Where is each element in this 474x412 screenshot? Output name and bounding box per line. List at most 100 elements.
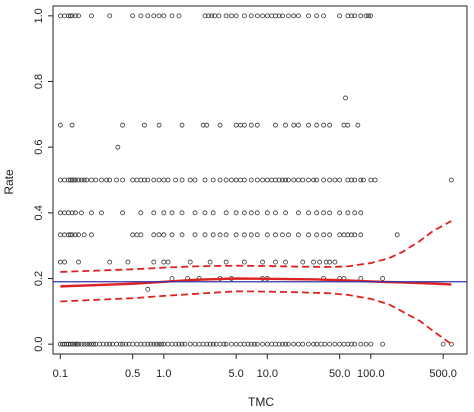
data-point [291, 341, 297, 347]
data-point [311, 177, 316, 183]
data-point [99, 210, 104, 216]
data-point [104, 177, 109, 183]
data-point [291, 177, 297, 183]
data-point [165, 259, 171, 265]
y-tick-label: 0.4 [33, 205, 45, 220]
data-point [71, 341, 77, 347]
data-point [151, 177, 157, 183]
data-point [62, 210, 67, 216]
data-point [187, 177, 193, 183]
data-point [57, 122, 63, 128]
data-point [57, 232, 63, 238]
data-point [71, 177, 77, 183]
data-point [254, 210, 260, 216]
data-point [76, 341, 81, 347]
data-point [202, 232, 208, 238]
data-point [192, 341, 198, 347]
data-point [368, 341, 374, 347]
data-point [196, 341, 202, 347]
data-point [79, 177, 84, 183]
data-point [269, 341, 274, 347]
data-point [233, 177, 239, 183]
data-point [361, 177, 366, 183]
data-point [176, 341, 182, 347]
data-point [291, 122, 297, 128]
data-point [57, 210, 63, 216]
data-point [134, 177, 140, 183]
y-tick-label: 0.6 [33, 140, 45, 155]
data-point [280, 177, 285, 183]
data-point [321, 122, 327, 128]
data-point [81, 232, 87, 238]
data-point [69, 177, 75, 183]
data-point [161, 232, 167, 238]
data-point [327, 210, 333, 216]
data-point [213, 341, 219, 347]
data-point [260, 177, 265, 183]
data-point [120, 210, 126, 216]
x-tick-label: 5.0 [229, 368, 244, 380]
data-point [368, 13, 374, 19]
data-point [120, 341, 126, 347]
data-point [192, 232, 198, 238]
data-point [264, 177, 270, 183]
fit-lines [53, 220, 467, 345]
data-point [352, 210, 358, 216]
data-point [67, 177, 73, 183]
data-point [241, 177, 247, 183]
data-point [345, 210, 351, 216]
data-point [161, 210, 167, 216]
data-point [238, 122, 243, 128]
data-point [179, 232, 185, 238]
data-point [296, 177, 301, 183]
data-point [368, 177, 374, 183]
data-point [314, 13, 320, 19]
data-point [62, 232, 67, 238]
data-point [273, 122, 278, 128]
data-point [327, 122, 333, 128]
data-point [241, 232, 247, 238]
data-point [76, 259, 81, 265]
data-point [245, 341, 251, 347]
data-point [223, 259, 229, 265]
data-point [207, 259, 213, 265]
data-point [156, 177, 162, 183]
data-point [254, 13, 260, 19]
data-point [264, 210, 270, 216]
data-point [74, 341, 80, 347]
data-point [280, 341, 285, 347]
data-point [202, 13, 208, 19]
data-point [179, 122, 185, 128]
data-point [300, 259, 306, 265]
data-point [352, 177, 358, 183]
data-point [66, 13, 71, 19]
data-point [62, 177, 67, 183]
data-point [254, 341, 260, 347]
data-point [372, 177, 378, 183]
data-point [210, 341, 216, 347]
confidence-band-line [60, 290, 452, 345]
data-point [380, 276, 386, 281]
data-point [254, 122, 260, 128]
plot-frame [52, 5, 468, 355]
data-point [337, 13, 343, 19]
data-point [151, 341, 157, 347]
x-axis: 0.1 0.5 1.0 5.0 10.0 50.0 100.0 500.0 [53, 354, 457, 380]
data-point [210, 177, 216, 183]
data-point [89, 177, 94, 183]
data-point [156, 122, 162, 128]
data-point [448, 177, 454, 183]
data-point [248, 177, 254, 183]
data-point [327, 232, 333, 238]
x-tick-label: 50.0 [329, 368, 350, 380]
data-point [306, 122, 311, 128]
data-point [327, 341, 333, 347]
data-point [327, 177, 333, 183]
data-point [165, 177, 171, 183]
data-point [352, 13, 358, 19]
data-point [76, 13, 81, 19]
data-point [349, 232, 354, 238]
data-point [260, 259, 265, 265]
data-point [120, 177, 126, 183]
data-point [115, 144, 121, 150]
